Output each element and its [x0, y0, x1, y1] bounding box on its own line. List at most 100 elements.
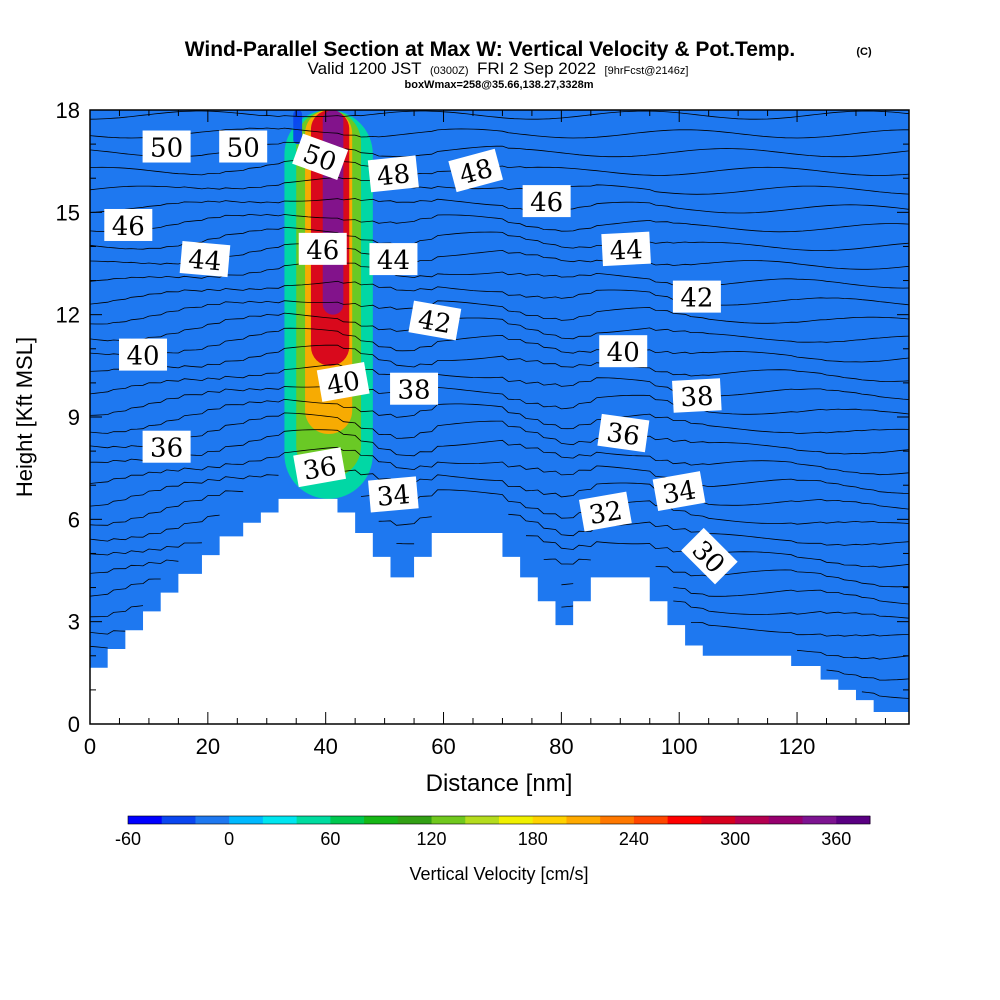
x-tick-label: 60	[431, 734, 455, 759]
contour-label-box	[316, 361, 370, 402]
contour-label-text: 40	[607, 338, 640, 368]
y-tick-label: 0	[68, 712, 80, 737]
colorbar-swatch	[364, 816, 399, 824]
colorbar-swatch	[600, 816, 635, 824]
theta-contour-line	[861, 691, 909, 699]
colorbar-frame	[127, 815, 871, 825]
contour-label: 32	[578, 491, 632, 532]
colorbar-swatch	[802, 816, 837, 824]
contour-label-box	[104, 208, 153, 241]
contour-label: 38	[672, 378, 722, 413]
colorbar-tick-label: 60	[320, 829, 340, 849]
colorbar-swatch	[195, 816, 230, 824]
x-tick-label: 0	[84, 734, 96, 759]
contour-label: 34	[368, 476, 419, 513]
contour-label-box	[292, 133, 349, 181]
subtitle-date: FRI 2 Sep 2022	[477, 59, 596, 78]
contour-label: 30	[681, 527, 738, 585]
chart-title-mark: (C)	[856, 46, 872, 58]
colorbar-swatch	[296, 816, 331, 824]
contour-label: 46	[104, 208, 153, 242]
x-tick-label: 20	[196, 734, 220, 759]
contour-label: 44	[369, 243, 418, 276]
contour-label: 50	[219, 130, 268, 164]
contour-label-box	[119, 338, 168, 371]
colorbar-swatch	[397, 816, 433, 824]
contour-label: 38	[390, 372, 439, 406]
contour-label-box	[408, 300, 462, 341]
colorbar-tick-label: 240	[619, 829, 649, 849]
colorbar-tick-label: 360	[821, 829, 851, 849]
y-tick-label: 15	[56, 200, 80, 225]
colorbar-swatch	[229, 816, 264, 824]
x-tick-label: 120	[779, 734, 816, 759]
theta-contour-line	[90, 600, 909, 619]
contour-label-box	[597, 413, 650, 453]
theta-contour-line	[90, 127, 909, 139]
subtitle-utc: (0300Z)	[430, 65, 469, 77]
contour-label-box	[293, 447, 347, 488]
y-tick-label: 3	[68, 610, 80, 635]
contour-label-text: 44	[609, 235, 644, 267]
contour-label-text: 42	[680, 284, 713, 314]
contour-label-text: 40	[126, 342, 159, 372]
y-axis-label: Height [Kft MSL]	[12, 337, 37, 497]
field-region-updraft-core	[322, 110, 344, 315]
contour-label-box	[672, 280, 721, 313]
colorbar-swatch	[465, 816, 500, 824]
colorbar-swatch	[431, 816, 466, 824]
x-tick-label: 80	[549, 734, 573, 759]
contour-label: 42	[408, 300, 462, 341]
contour-label-box	[368, 476, 419, 513]
contour-label: 46	[298, 232, 347, 266]
field-region-downdraft-edge	[293, 110, 303, 145]
y-tick-label: 18	[56, 98, 80, 123]
contour-label-text: 50	[227, 134, 260, 164]
theta-contour-line	[90, 578, 909, 605]
theta-contour-line	[90, 158, 909, 176]
contour-label-text: 44	[377, 246, 410, 276]
theta-contour-line	[90, 198, 909, 214]
chart-subtitle-box: boxWmax=258@35.66,138.27,3328m	[405, 79, 594, 91]
theta-contour-line	[90, 558, 909, 588]
contour-label-text: 38	[680, 382, 715, 414]
colorbar-swatch	[128, 816, 163, 824]
colorbar-label: Vertical Velocity [cm/s]	[409, 864, 588, 884]
chart-subtitle: Valid 1200 JST (0300Z) FRI 2 Sep 2022 [9…	[308, 59, 689, 78]
theta-contour-line	[90, 622, 909, 637]
contour-label: 50	[142, 130, 191, 164]
contour-label-box	[681, 527, 738, 585]
contour-label: 34	[652, 471, 706, 511]
colorbar-tick-label: 180	[518, 829, 548, 849]
theta-contour-line	[90, 645, 909, 660]
theta-contour-line	[90, 429, 909, 476]
contour-label-box	[578, 491, 632, 532]
y-tick-label: 12	[56, 303, 80, 328]
theta-contour-line	[90, 398, 909, 434]
theta-contour-line	[90, 327, 909, 363]
contour-label-text: 40	[325, 366, 363, 401]
theta-contour-line	[90, 469, 909, 510]
subtitle-forecast: [9hrFcst@2146z]	[605, 65, 689, 77]
contour-label: 44	[179, 241, 231, 277]
contour-label: 36	[597, 413, 650, 453]
contour-label-box	[672, 378, 722, 413]
contour-label-text: 46	[112, 212, 145, 242]
theta-contour-line	[90, 176, 909, 195]
terrain	[90, 498, 909, 724]
contour-label-text: 46	[306, 236, 339, 266]
theta-contour-line	[826, 669, 909, 681]
contour-label-box	[522, 185, 571, 218]
contour-label: 40	[119, 338, 168, 372]
contour-label-box	[369, 243, 418, 276]
contour-label: 42	[672, 280, 721, 314]
contour-label: 36	[293, 447, 347, 488]
theta-contour-line	[90, 300, 909, 325]
contour-label-text: 32	[587, 496, 625, 531]
theta-contour-line	[90, 226, 909, 251]
contour-label: 44	[601, 231, 651, 267]
contour-label-text: 36	[301, 452, 339, 487]
contour-label-text: 42	[416, 305, 454, 340]
